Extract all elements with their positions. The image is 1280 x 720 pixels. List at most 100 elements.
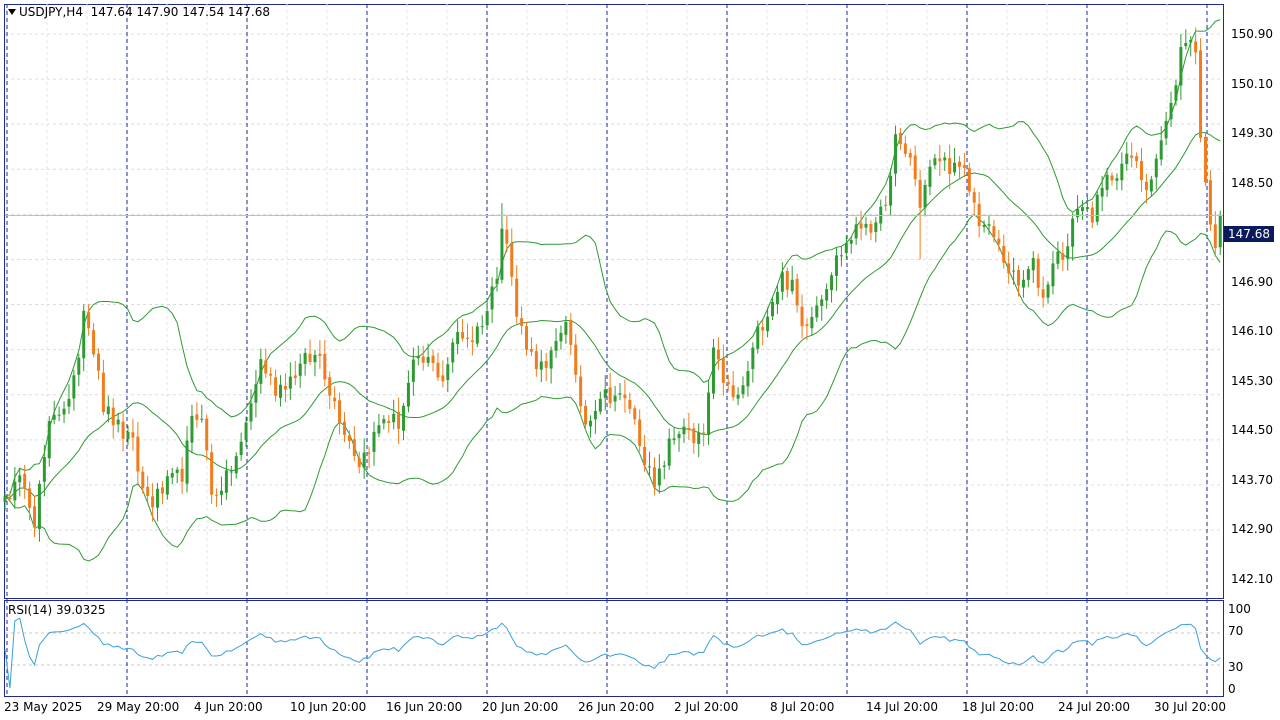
candle-body [426, 357, 430, 363]
candle-body [1066, 246, 1070, 259]
chevron-down-icon[interactable] [8, 9, 16, 15]
rsi-indicator-panel[interactable] [4, 600, 1224, 697]
candle-body [1031, 258, 1035, 271]
candle-body [1184, 42, 1188, 47]
candle-body [1115, 178, 1119, 181]
price-chart-panel[interactable] [4, 4, 1224, 599]
candle-body [141, 471, 145, 489]
candle-body [815, 305, 819, 318]
candle-body [259, 359, 263, 384]
candle-body [598, 398, 602, 412]
current-price-label: 147.68 [1224, 226, 1274, 242]
candle-body [766, 316, 770, 332]
candle-body [362, 452, 366, 468]
candle-body [1203, 136, 1207, 183]
candle-body [933, 158, 937, 166]
candle-body [131, 432, 135, 438]
candle-body [628, 399, 632, 409]
candle-body [87, 312, 91, 329]
candle-body [446, 364, 450, 381]
candle-body [579, 376, 583, 407]
price-axis-label: 146.90 [1231, 275, 1273, 289]
candle-body [510, 242, 514, 277]
candle-body [1007, 263, 1011, 274]
candle-body [3, 496, 7, 502]
candle-body [613, 395, 617, 402]
candle-body [1189, 39, 1193, 43]
candle-body [451, 342, 455, 363]
candle-body [67, 398, 71, 407]
candle-body [397, 412, 401, 429]
candle-body [333, 397, 337, 402]
candle-body [721, 358, 725, 383]
candle-body [1080, 207, 1084, 212]
candle-body [224, 470, 228, 493]
candle-body [1140, 160, 1144, 181]
price-axis-label: 144.50 [1231, 423, 1273, 437]
candle-body [810, 316, 814, 329]
candle-body [884, 204, 888, 207]
candle-body [406, 382, 410, 407]
candle-body [874, 222, 878, 232]
candle-body [72, 375, 76, 399]
candle-body [800, 306, 804, 327]
candle-body [357, 458, 361, 468]
candle-body [470, 340, 474, 343]
candle-body [1095, 194, 1099, 222]
candle-body [726, 381, 730, 385]
candle-body [529, 349, 533, 352]
candle-body [126, 432, 130, 440]
candle-body [894, 134, 898, 174]
candle-body [1100, 187, 1104, 197]
rsi-line [4, 617, 1221, 689]
candle-body [28, 488, 32, 508]
candle-body [121, 421, 125, 439]
candle-body [603, 389, 607, 398]
candle-body [1120, 163, 1124, 181]
candle-body [347, 435, 351, 442]
candle-body [564, 322, 568, 335]
candle-body [928, 166, 932, 187]
candle-body [707, 392, 711, 435]
candle-body [352, 439, 356, 456]
candle-body [18, 475, 22, 483]
candle-body [151, 496, 155, 508]
candle-body [697, 432, 701, 444]
rsi-level-label: 100 [1228, 602, 1251, 616]
candle-body [854, 224, 858, 239]
candle-body [795, 278, 799, 306]
candle-body [633, 408, 637, 420]
candle-body [52, 414, 56, 420]
candle-body [997, 238, 1001, 244]
candle-body [1071, 218, 1075, 247]
candle-body [864, 223, 868, 228]
candle-body [830, 275, 834, 291]
candle-body [913, 155, 917, 180]
candle-body [731, 385, 735, 398]
candle-body [495, 278, 499, 285]
candle-body [244, 422, 248, 441]
candle-body [588, 420, 592, 427]
candle-body [23, 473, 27, 488]
candle-body [377, 425, 381, 434]
candle-body [116, 419, 120, 425]
candle-body [539, 361, 543, 370]
candle-body [1164, 120, 1168, 139]
price-axis-label: 146.10 [1231, 324, 1273, 338]
candle-body [962, 165, 966, 168]
candle-body [136, 436, 140, 472]
candle-body [1125, 153, 1129, 165]
candle-body [652, 467, 656, 488]
candle-body [1144, 181, 1148, 191]
candle-body [165, 476, 169, 495]
candle-body [318, 353, 322, 356]
candle-body [903, 143, 907, 154]
candle-body [303, 352, 307, 364]
candle-body [938, 158, 942, 162]
date-axis-label: 29 May 20:00 [97, 700, 180, 714]
candle-body [741, 385, 745, 395]
candle-body [288, 376, 292, 389]
candle-body [1213, 224, 1217, 248]
candle-body [790, 279, 794, 292]
